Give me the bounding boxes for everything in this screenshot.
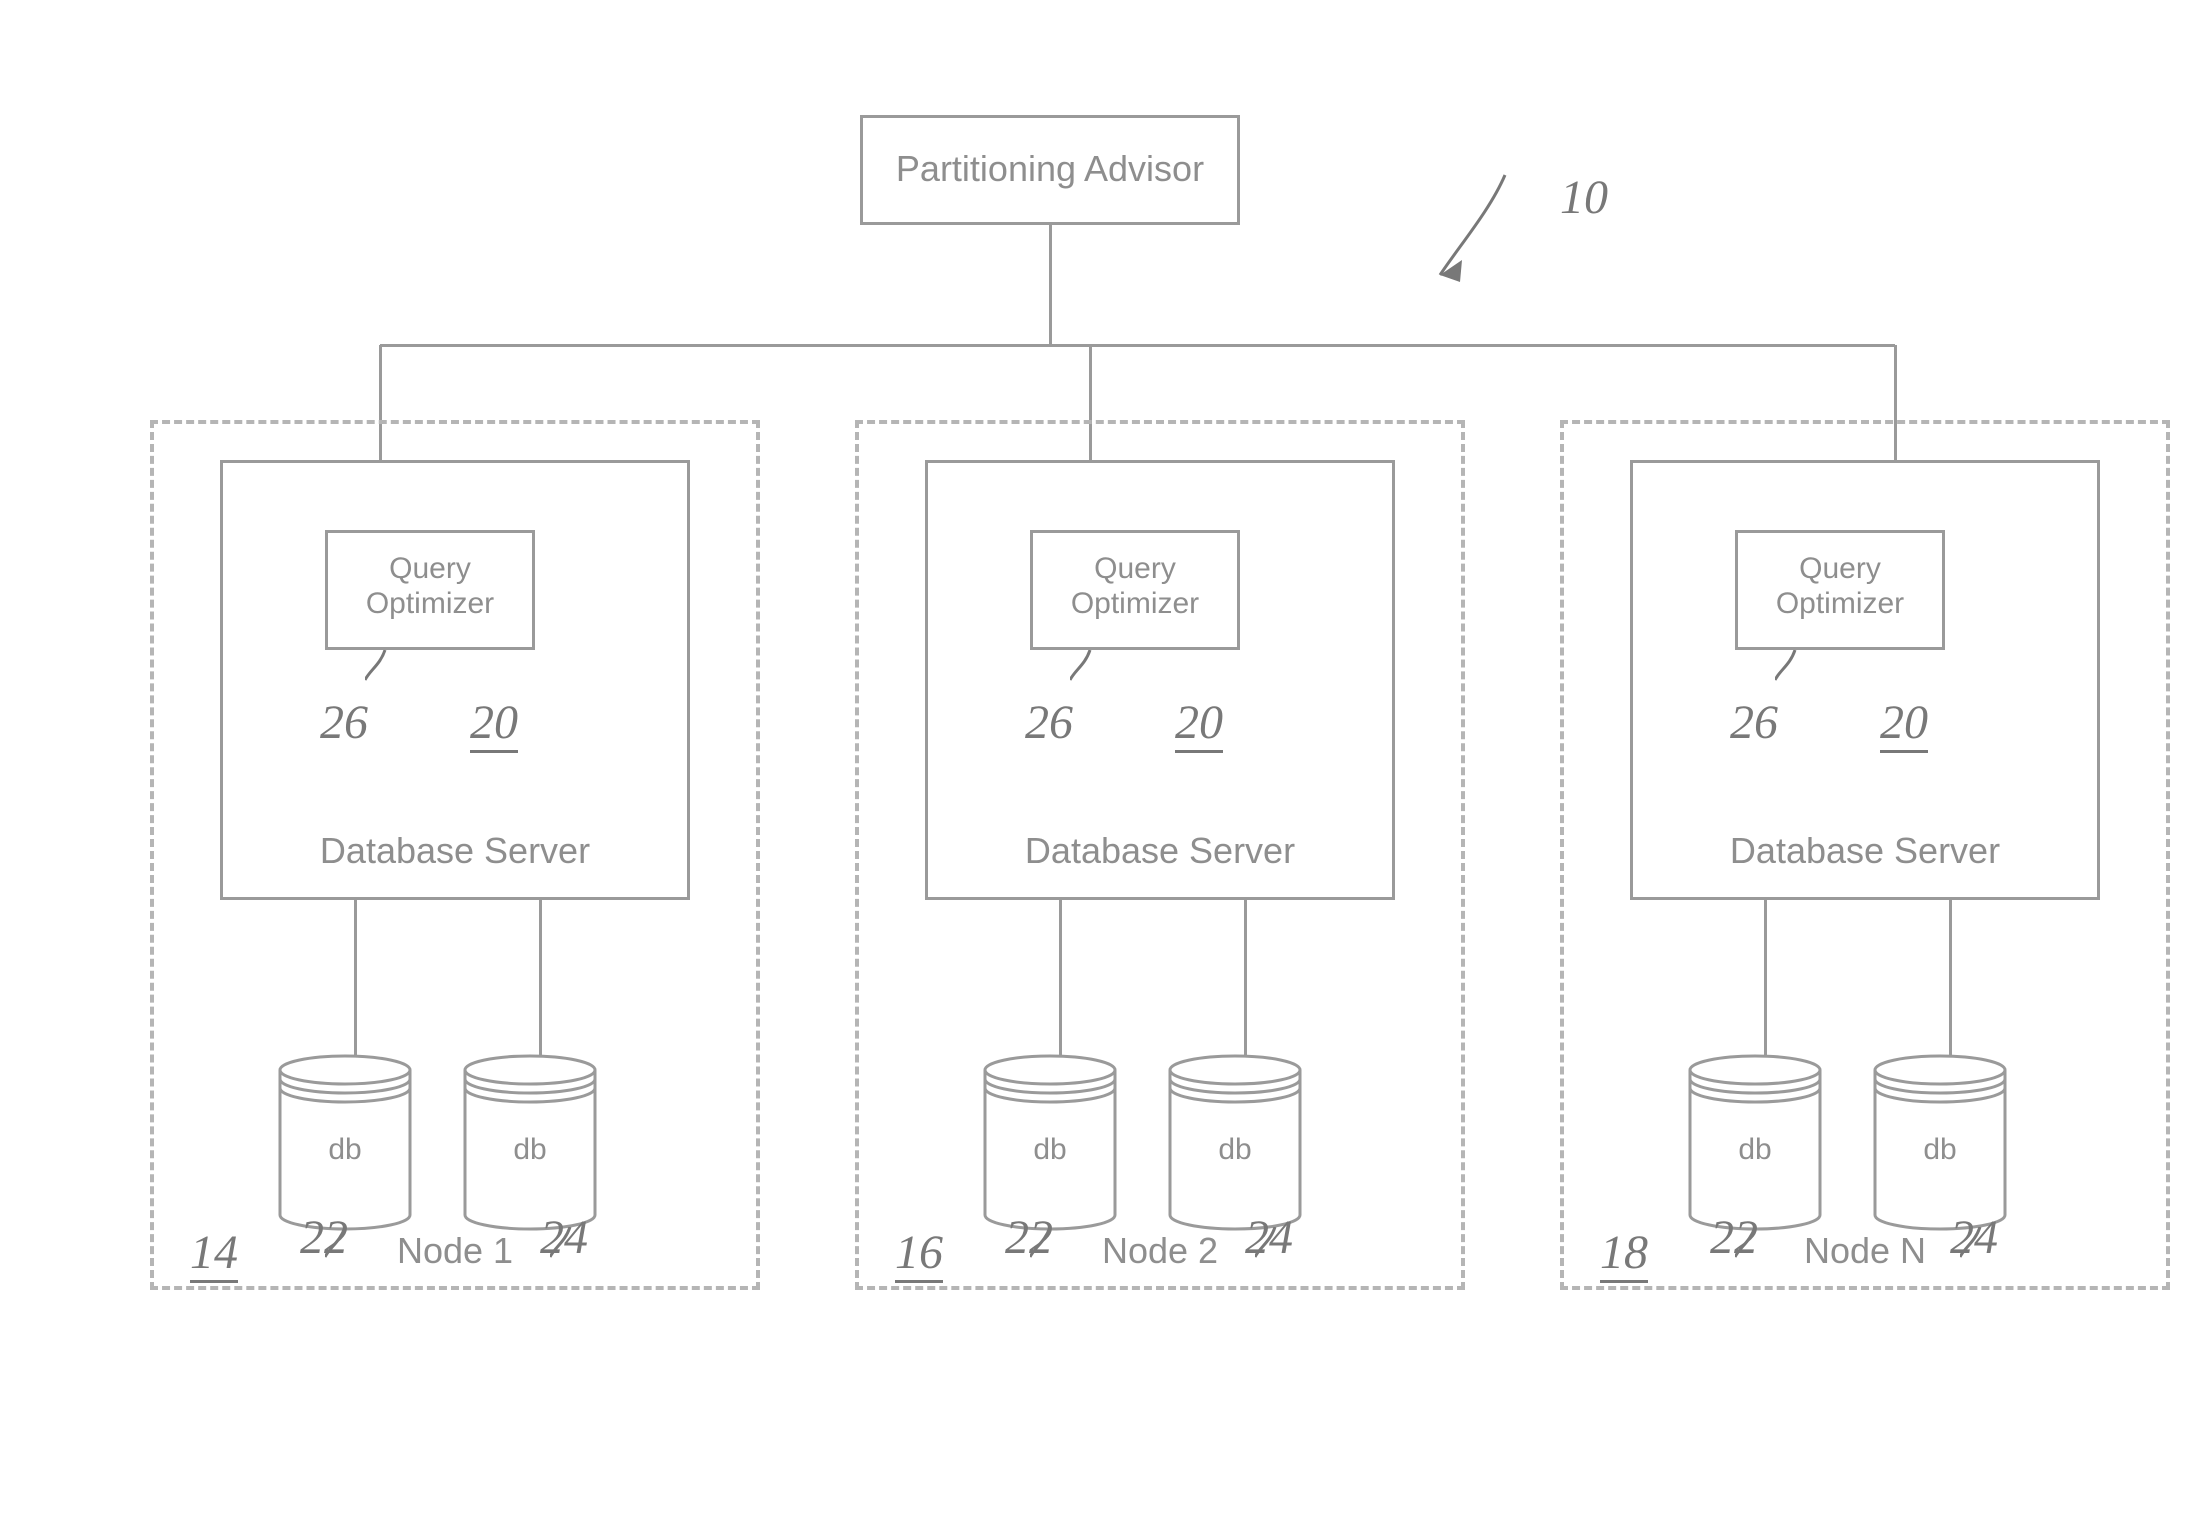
advisor-box xyxy=(860,115,1240,225)
diagram-stage: Partitioning Advisor10Query Optimizer262… xyxy=(0,0,2185,1526)
node2-qo xyxy=(1030,530,1240,650)
nodeN-db-left xyxy=(1686,1052,1824,1233)
node2-server xyxy=(925,460,1395,900)
node1-db-right xyxy=(461,1052,599,1233)
node2-db-right xyxy=(1166,1052,1304,1233)
ref-10-arrow xyxy=(1380,150,1580,350)
nodeN-db-right xyxy=(1871,1052,2009,1233)
node2-db-left xyxy=(981,1052,1119,1233)
nodeN-qo xyxy=(1735,530,1945,650)
nodeN-server xyxy=(1630,460,2100,900)
node1-qo xyxy=(325,530,535,650)
node1-db-left xyxy=(276,1052,414,1233)
node1-server xyxy=(220,460,690,900)
